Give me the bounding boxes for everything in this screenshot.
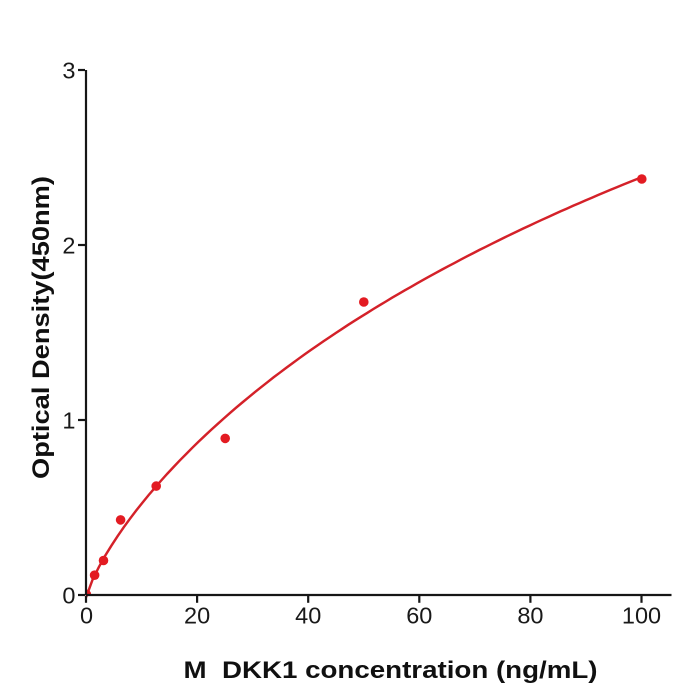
svg-text:40: 40 [295,603,321,629]
svg-text:M DKK1 concentration (ng/mL): M DKK1 concentration (ng/mL) [184,657,598,684]
svg-text:100: 100 [622,603,661,629]
svg-text:60: 60 [406,603,432,629]
svg-text:1: 1 [62,408,75,434]
svg-text:Optical Density(450nm): Optical Density(450nm) [28,176,55,479]
svg-text:3: 3 [62,58,75,84]
svg-text:80: 80 [517,603,543,629]
svg-text:0: 0 [62,583,75,609]
svg-text:2: 2 [62,233,75,259]
svg-text:0: 0 [80,603,93,629]
svg-text:20: 20 [184,603,210,629]
